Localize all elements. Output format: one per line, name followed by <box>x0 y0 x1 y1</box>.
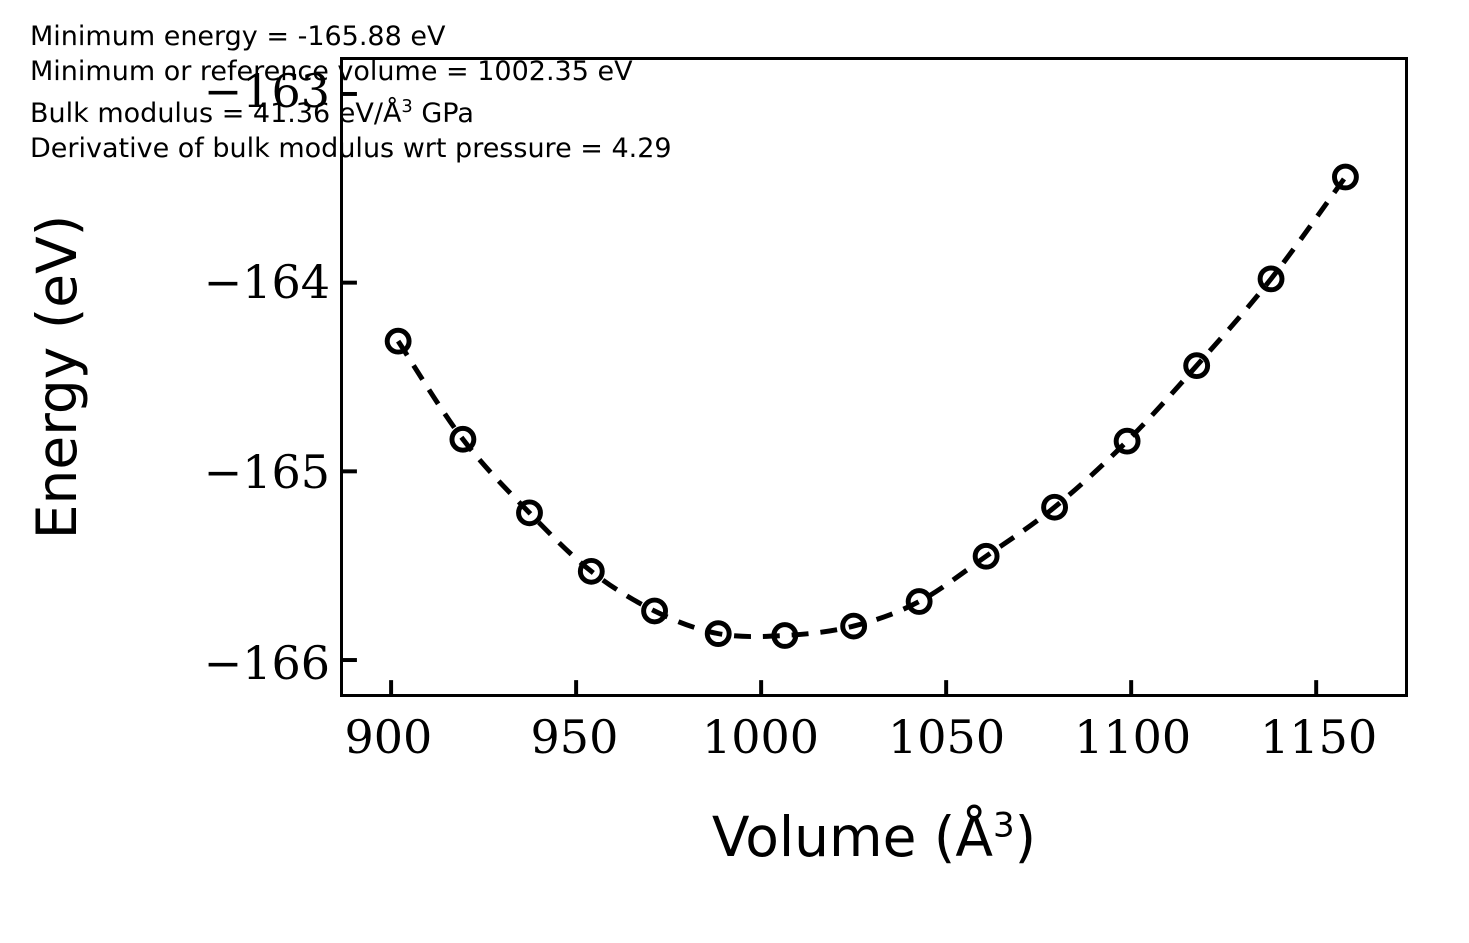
x-axis-title-prefix: Volume (Å <box>711 805 993 869</box>
x-tick-label: 950 <box>530 710 619 764</box>
energy-volume-series <box>343 91 1359 694</box>
data-point-marker <box>641 597 668 625</box>
y-axis-title: Energy (eV) <box>25 214 89 540</box>
y-tick-label: −166 <box>203 635 330 690</box>
data-series-svg <box>343 91 1359 694</box>
data-point-marker <box>972 542 1000 570</box>
plot-axes-area <box>340 57 1408 697</box>
data-point-marker <box>577 557 605 585</box>
annotation-min-energy: Minimum energy = -165.88 eV <box>30 21 446 52</box>
x-tick-label: 1050 <box>888 710 1006 764</box>
y-tick-label: −165 <box>203 445 330 500</box>
data-point-marker <box>449 425 477 453</box>
x-tick-label: 1150 <box>1260 710 1378 764</box>
x-axis-title-exponent: 3 <box>992 805 1015 846</box>
data-point-marker <box>1183 352 1211 380</box>
data-point-marker <box>840 612 868 640</box>
data-point-marker <box>1041 493 1069 521</box>
fit-curve-dashed-line <box>396 175 1348 640</box>
y-tick-label: −164 <box>203 254 330 309</box>
data-point-marker <box>384 327 412 355</box>
x-tick-label: 900 <box>344 710 433 764</box>
x-axis-title: Volume (Å3) <box>340 805 1408 869</box>
x-tick-label: 1000 <box>701 710 820 764</box>
data-point-marker <box>516 499 543 527</box>
y-tick-label: −163 <box>203 64 330 119</box>
data-point-marker <box>704 620 732 647</box>
data-point-marker <box>1332 163 1359 191</box>
data-point-marker <box>1113 427 1141 455</box>
data-point-marker <box>1257 265 1285 293</box>
x-axis-title-suffix: ) <box>1014 805 1037 869</box>
data-point-marker <box>905 588 933 615</box>
data-point-marker <box>771 622 799 649</box>
x-tick-label: 1100 <box>1074 710 1192 764</box>
